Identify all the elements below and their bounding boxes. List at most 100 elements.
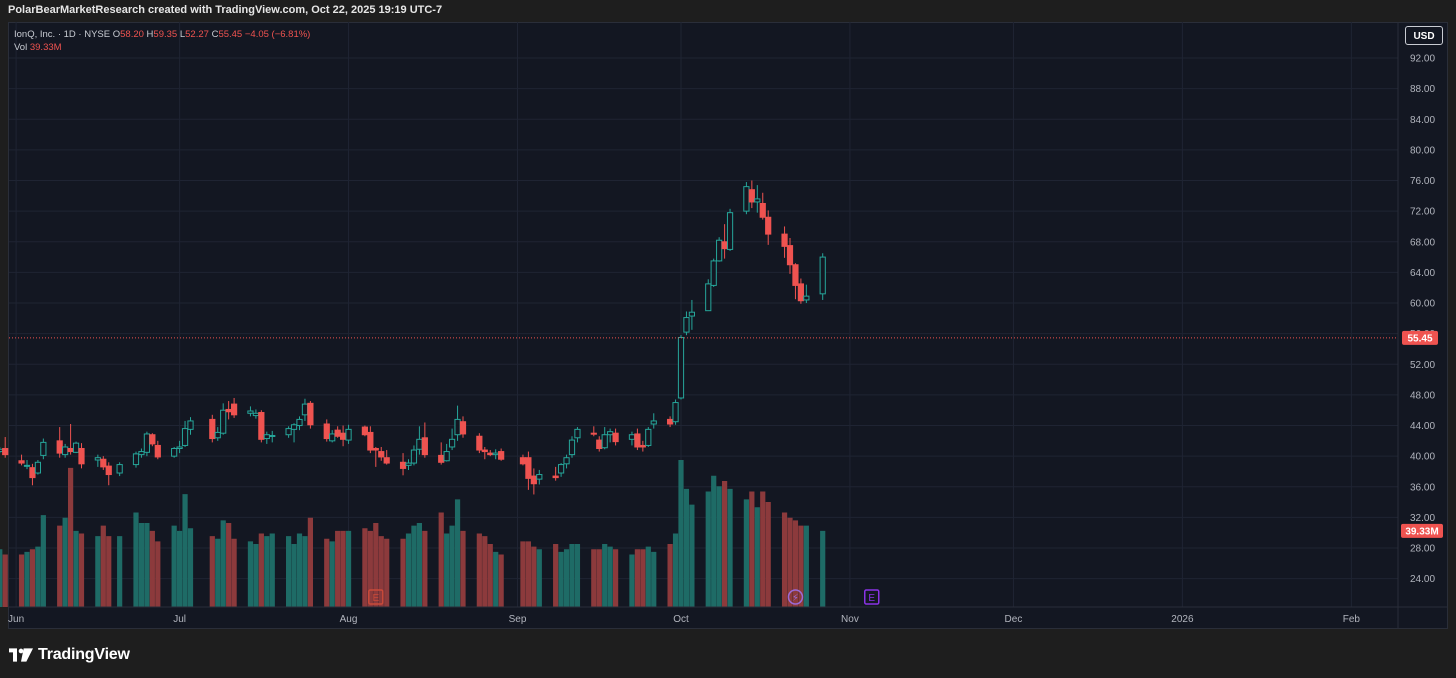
candle-body: [263, 434, 270, 440]
candle-body: [0, 448, 3, 453]
legend-vol-label[interactable]: Vol: [14, 42, 28, 53]
volume-bar: [258, 533, 264, 607]
candle-body: [72, 442, 80, 453]
volume-bar: [438, 512, 444, 607]
candle-body: [438, 454, 445, 463]
x-tick-label: Jul: [173, 614, 186, 625]
volume-bar: [215, 538, 221, 607]
volume-bar: [35, 546, 41, 607]
volume-bar: [253, 544, 259, 607]
candle-body: [667, 418, 674, 425]
volume-bar: [324, 538, 330, 607]
candle-body: [443, 451, 450, 462]
candle-body: [421, 437, 428, 456]
candle-body: [361, 426, 368, 436]
volume-bar: [563, 549, 570, 607]
candle-body: [634, 433, 641, 448]
candle-body: [329, 433, 336, 442]
candle-body: [525, 457, 532, 479]
volume-bar: [558, 551, 564, 607]
earnings-event-marker[interactable]: E: [864, 589, 880, 605]
volume-bar: [40, 515, 46, 607]
volume-bar: [487, 544, 493, 607]
candle-body: [781, 233, 788, 247]
legend-close-label: C: [211, 29, 219, 40]
x-tick-label: Sep: [509, 614, 527, 625]
volume-bar: [667, 544, 673, 607]
volume-bar: [149, 530, 155, 607]
volume-bar: [378, 536, 384, 607]
candle-body: [296, 418, 303, 427]
volume-bar: [411, 525, 417, 607]
volume-bar: [525, 541, 531, 607]
volume-bar: [498, 554, 504, 607]
candle-body: [416, 438, 423, 450]
volume-bar: [678, 460, 684, 607]
candle-body: [149, 434, 156, 445]
candle-body: [181, 428, 189, 446]
volume-bar: [727, 488, 733, 607]
volume-bar: [362, 528, 368, 607]
volume-bar: [416, 523, 422, 607]
candle-body: [269, 434, 276, 437]
symbol-legend: IonQ, Inc. · 1D · NYSE O58.20 H59.35 L52…: [14, 28, 310, 54]
candle-body: [100, 458, 107, 468]
candle-body: [754, 198, 761, 203]
candle-body: [677, 336, 685, 399]
volume-bar: [345, 530, 352, 607]
currency-button[interactable]: USD: [1405, 26, 1443, 45]
candle-body: [290, 424, 298, 430]
tradingview-logo-icon: [9, 648, 33, 662]
candle-body: [18, 460, 25, 464]
legend-ohlc-row: IonQ, Inc. · 1D · NYSE O58.20 H59.35 L52…: [14, 28, 310, 41]
volume-bar: [291, 544, 297, 607]
volume-bar: [705, 491, 711, 607]
candle-body: [563, 457, 570, 465]
earnings-event-box: [368, 589, 384, 605]
candle-body: [748, 189, 755, 203]
candle-body: [710, 260, 717, 286]
legend-high: 59.35: [153, 29, 178, 40]
legend-volume-row: Vol 39.33M: [14, 41, 310, 54]
tradingview-logo[interactable]: TradingView: [9, 645, 130, 665]
volume-bar: [264, 536, 270, 607]
volume-bar: [340, 530, 346, 607]
volume-bar: [765, 502, 771, 607]
candle-body: [187, 420, 194, 430]
y-tick-label: 80.00: [1410, 145, 1435, 156]
candle-body: [639, 444, 646, 448]
candle-body: [383, 457, 390, 464]
y-tick-label: 36.00: [1410, 482, 1435, 493]
candle-body: [116, 464, 123, 474]
volume-bar: [444, 533, 450, 607]
candle-body: [607, 431, 614, 436]
volume-bar: [820, 530, 826, 607]
x-tick-label: Aug: [340, 614, 358, 625]
split-event-marker[interactable]: ⚡: [787, 589, 804, 605]
legend-close: 55.45: [218, 29, 243, 40]
volume-bar: [629, 554, 635, 607]
volume-bar: [269, 533, 275, 607]
volume-bar: [29, 549, 36, 607]
volume-bar: [574, 544, 581, 607]
x-tick-label: Jun: [8, 614, 24, 625]
y-tick-label: 84.00: [1410, 115, 1435, 126]
earnings-event-marker[interactable]: E: [368, 589, 384, 605]
last-volume-label-bg: [1401, 523, 1443, 538]
candle-body: [797, 283, 804, 302]
attribution-bar: PolarBearMarketResearch created with Tra…: [0, 0, 1456, 22]
legend-symbol[interactable]: IonQ, Inc. · 1D · NYSE: [14, 29, 111, 40]
legend-change: −4.05 (−6.81%): [244, 29, 311, 40]
candle-body: [405, 462, 412, 466]
volume-bar: [722, 481, 728, 607]
candle-body: [378, 451, 385, 458]
x-tick-label: Nov: [841, 614, 859, 625]
volume-bar: [373, 523, 379, 607]
earnings-event-letter: E: [868, 593, 875, 604]
y-tick-label: 64.00: [1410, 268, 1435, 279]
volume-bar: [454, 499, 461, 607]
candle-body: [154, 444, 161, 458]
candle-body: [29, 467, 36, 479]
volume-bar: [68, 467, 74, 607]
